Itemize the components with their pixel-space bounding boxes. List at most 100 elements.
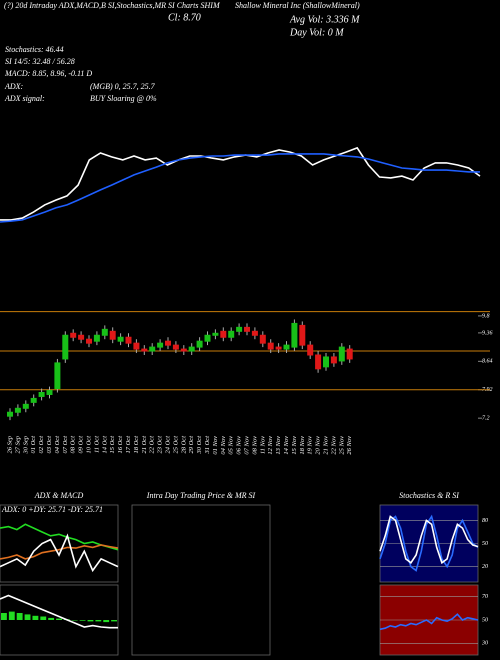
candle-body (196, 340, 203, 348)
candle-body (220, 330, 227, 338)
line-series (379, 613, 479, 631)
histogram-bar (48, 617, 55, 620)
x-tick-label: 04 Nov (220, 436, 227, 455)
x-tick-label: 11 Oct (93, 436, 100, 453)
candle-body (46, 390, 53, 395)
candle-body (283, 344, 290, 350)
histogram-bar (1, 613, 7, 620)
x-tick-label: 12 Nov (267, 436, 274, 455)
candle-body (267, 342, 274, 350)
histogram-bar (40, 616, 47, 620)
x-tick-label: 18 Oct (133, 436, 140, 454)
x-tick-label: 03 Oct (46, 436, 53, 454)
x-tick-label: 15 Nov (291, 436, 298, 455)
candle-body (165, 340, 171, 346)
y-tick-label: 70 (482, 594, 488, 600)
y-tick-label: 8.64 (482, 358, 493, 365)
adx-signal-label: ADX signal: (4, 94, 45, 103)
candle-body (307, 344, 314, 356)
candle-body (204, 334, 211, 342)
histogram-bar (103, 620, 110, 623)
candle-body (259, 334, 266, 344)
histogram-bar (79, 620, 86, 621)
histogram-bar (8, 611, 15, 620)
candle-body (149, 346, 156, 352)
line-series (0, 533, 119, 573)
line-series (379, 515, 479, 565)
panel-frame (131, 504, 271, 656)
macd: MACD: 8.85, 8.96, -0.11 D (4, 69, 92, 78)
x-tick-label: 11 Nov (259, 436, 266, 454)
candle-body (141, 348, 148, 352)
x-tick-label: 14 Nov (283, 436, 290, 455)
panel-frame (0, 584, 119, 656)
x-tick-label: 27 Sep (14, 435, 21, 453)
x-tick-label: 08 Nov (251, 436, 258, 455)
x-tick-label: 20 Nov (315, 436, 322, 455)
line-series (0, 544, 119, 560)
x-tick-label: 15 Oct (109, 436, 116, 454)
panel-title: ADX & MACD (34, 491, 84, 500)
candle-body (125, 336, 132, 344)
panel-title: Intra Day Trading Price & MR SI (146, 491, 256, 500)
histogram-bar (32, 615, 39, 620)
candle-body (346, 348, 353, 360)
candle-body (315, 354, 322, 370)
histogram-bar (56, 618, 62, 620)
candle-body (251, 330, 258, 336)
adx-signal: BUY Sloaring @ 0% (90, 94, 157, 103)
candle-body (109, 330, 116, 340)
panel-title: Stochastics & R SI (399, 491, 459, 500)
candle-body (54, 362, 61, 390)
close-price: Cl: 8.70 (168, 12, 201, 23)
candle-body (38, 392, 45, 397)
candle-body (7, 411, 13, 417)
candle-body (133, 342, 140, 350)
candle-body (157, 342, 164, 348)
candle-body (30, 397, 37, 403)
candle-body (180, 348, 187, 352)
candle-body (228, 330, 235, 338)
histogram-bar (87, 620, 94, 622)
x-tick-label: 01 Oct (30, 436, 37, 454)
histogram-bar (16, 613, 23, 620)
candle-body (86, 338, 92, 344)
x-tick-label: 07 Oct (62, 436, 69, 454)
candle-body (62, 334, 69, 360)
x-tick-label: 30 Sep (22, 435, 29, 454)
header-title: (?) 20d Intraday ADX,MACD,B SI,Stochasti… (4, 1, 221, 10)
x-tick-label: 09 Oct (78, 436, 85, 454)
x-tick-label: 25 Oct (172, 436, 179, 454)
candle-body (323, 356, 329, 368)
x-tick-label: 01 Nov (212, 436, 219, 455)
x-tick-label: 31 Oct (204, 436, 211, 455)
y-tick-label: 50 (482, 541, 488, 547)
candle-body (70, 332, 77, 338)
x-tick-label: 26 Nov (346, 436, 353, 455)
x-tick-label: 06 Nov (236, 436, 243, 455)
candle-body (188, 346, 195, 352)
candle-body (22, 403, 29, 409)
x-tick-label: 25 Nov (338, 436, 345, 455)
candle-body (117, 336, 124, 342)
line-series (379, 514, 479, 572)
candle-body (93, 334, 100, 342)
candle-body (299, 324, 306, 346)
x-tick-label: 26 Sep (6, 435, 13, 453)
x-tick-label: 14 Oct (101, 436, 108, 454)
x-tick-label: 22 Oct (149, 436, 156, 454)
candle-body (275, 346, 282, 350)
line-series (0, 594, 118, 629)
y-tick-label: 9.8 (482, 313, 490, 319)
candle-body (101, 328, 108, 336)
histogram-bar (95, 620, 102, 622)
candle-body (172, 344, 179, 350)
y-tick-label: 50 (482, 617, 488, 623)
x-tick-label: 22 Nov (330, 436, 337, 455)
candle-body (14, 407, 21, 413)
day-volume: Day Vol: 0 M (289, 27, 344, 38)
x-tick-label: 05 Nov (228, 436, 235, 455)
histogram-bar (24, 614, 31, 620)
